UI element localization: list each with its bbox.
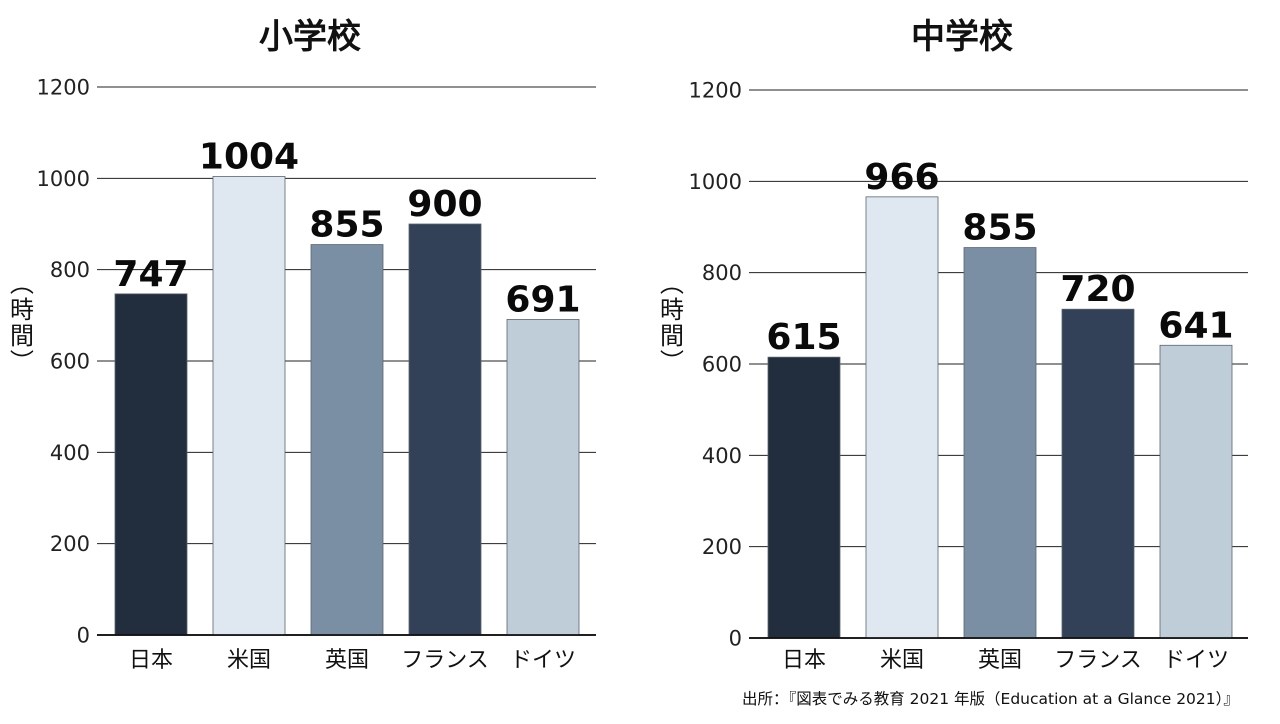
data-label: 966 <box>864 157 939 198</box>
data-label: 747 <box>113 254 188 295</box>
bar <box>212 176 286 636</box>
bar <box>963 247 1037 639</box>
y-tick-label: 200 <box>50 532 90 556</box>
y-tick-label: 600 <box>702 353 742 377</box>
y-tick-label: 200 <box>702 535 742 559</box>
y-tick-label: 800 <box>702 261 742 285</box>
x-tick-label: 日本 <box>129 648 173 673</box>
chart-title: 小学校 <box>259 17 361 57</box>
y-tick-label: 400 <box>702 444 742 468</box>
y-axis-label-char: 時 <box>10 296 34 324</box>
y-axis-label-char: ） <box>657 349 685 373</box>
bar <box>767 356 841 639</box>
x-tick-label: 英国 <box>325 648 369 673</box>
y-axis-label-char: （ <box>7 271 35 295</box>
y-tick-label: 600 <box>50 350 90 374</box>
data-label: 615 <box>766 317 841 358</box>
x-tick-label: 米国 <box>227 648 271 673</box>
x-tick-label: 米国 <box>880 648 924 673</box>
data-label: 641 <box>1158 305 1233 346</box>
y-tick-label: 400 <box>50 441 90 465</box>
bar <box>1061 308 1135 639</box>
chart-title: 中学校 <box>911 17 1013 57</box>
y-tick-label: 0 <box>77 624 90 648</box>
bar <box>114 293 188 636</box>
bar <box>408 223 482 636</box>
data-label: 720 <box>1060 269 1135 310</box>
y-axis-label-char: 間 <box>10 322 34 350</box>
data-label: 691 <box>505 279 580 320</box>
y-tick-label: 1000 <box>689 170 742 194</box>
data-label: 855 <box>309 205 384 246</box>
bar <box>506 319 580 636</box>
y-tick-label: 0 <box>729 627 742 651</box>
x-tick-label: ドイツ <box>510 648 576 673</box>
x-tick-label: 英国 <box>978 648 1022 673</box>
bar <box>865 196 939 639</box>
x-tick-label: フランス <box>1054 648 1142 673</box>
data-label: 900 <box>407 184 482 225</box>
source-note: 出所：『図表でみる教育 2021 年版（Education at a Glanc… <box>742 690 1239 708</box>
y-axis-label-char: 時 <box>660 296 684 324</box>
bar <box>310 244 384 636</box>
data-label: 855 <box>962 208 1037 249</box>
data-label: 1004 <box>199 137 299 178</box>
y-tick-label: 1000 <box>37 167 90 191</box>
y-tick-label: 1200 <box>37 76 90 100</box>
y-tick-label: 1200 <box>689 79 742 103</box>
x-tick-label: ドイツ <box>1163 648 1229 673</box>
bar <box>1159 344 1233 639</box>
y-axis-label-char: ） <box>7 349 35 373</box>
y-tick-label: 800 <box>50 258 90 282</box>
y-axis-label-char: 間 <box>660 322 684 350</box>
x-tick-label: フランス <box>401 648 489 673</box>
x-tick-label: 日本 <box>782 648 826 673</box>
y-axis-label-char: （ <box>657 271 685 295</box>
